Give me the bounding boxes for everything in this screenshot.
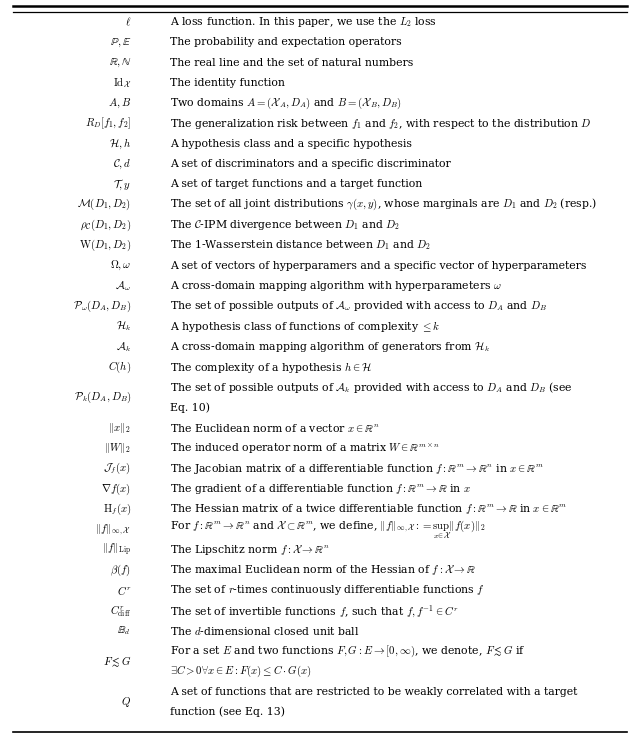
Text: $\|f\|_{\infty, \mathcal{X}}$: $\|f\|_{\infty, \mathcal{X}}$ [95, 523, 131, 537]
Text: $\mathrm{H}_f(x)$: $\mathrm{H}_f(x)$ [102, 502, 131, 517]
Text: $\|W\|_2$: $\|W\|_2$ [104, 441, 131, 455]
Text: A cross-domain mapping algorithm of generators from $\mathcal{H}_k$: A cross-domain mapping algorithm of gene… [170, 340, 490, 354]
Text: $\|f\|_{\mathrm{Lip}}$: $\|f\|_{\mathrm{Lip}}$ [102, 542, 131, 558]
Text: The identity function: The identity function [170, 78, 284, 88]
Text: The set of possible outputs of $\mathcal{A}_\omega$ provided with access to $D_A: The set of possible outputs of $\mathcal… [170, 300, 547, 313]
Text: A set of target functions and a target function: A set of target functions and a target f… [170, 179, 422, 190]
Text: $\mathcal{J}_f(x)$: $\mathcal{J}_f(x)$ [104, 461, 131, 476]
Text: function (see Eq. 13): function (see Eq. 13) [170, 707, 285, 717]
Text: $\mathbb{B}_d$: $\mathbb{B}_d$ [117, 624, 131, 638]
Text: The gradient of a differentiable function $f : \mathbb{R}^m \to \mathbb{R}$ in $: The gradient of a differentiable functio… [170, 482, 470, 496]
Text: The maximal Euclidean norm of the Hessian of $f : \mathcal{X} \to \mathbb{R}$: The maximal Euclidean norm of the Hessia… [170, 563, 476, 577]
Text: The $\mathcal{C}$-IPM divergence between $D_1$ and $D_2$: The $\mathcal{C}$-IPM divergence between… [170, 218, 399, 232]
Text: The complexity of a hypothesis $h \in \mathcal{H}$: The complexity of a hypothesis $h \in \m… [170, 359, 372, 375]
Text: $\mathbb{R}, \mathbb{N}$: $\mathbb{R}, \mathbb{N}$ [109, 57, 131, 69]
Text: The real line and the set of natural numbers: The real line and the set of natural num… [170, 58, 413, 68]
Text: For $f : \mathbb{R}^m \to \mathbb{R}^n$ and $\mathcal{X} \subset \mathbb{R}^m$, : For $f : \mathbb{R}^m \to \mathbb{R}^n$ … [170, 518, 485, 541]
Text: $\mathcal{P}_k(D_A, D_B)$: $\mathcal{P}_k(D_A, D_B)$ [74, 390, 131, 405]
Text: $\mathcal{H}, h$: $\mathcal{H}, h$ [109, 137, 131, 151]
Text: Two domains $A = (\mathcal{X}_A, D_A)$ and $B = (\mathcal{X}_B, D_B)$: Two domains $A = (\mathcal{X}_A, D_A)$ a… [170, 96, 401, 111]
Text: A set of vectors of hyperparamers and a specific vector of hyperparameters: A set of vectors of hyperparamers and a … [170, 261, 586, 271]
Text: For a set $E$ and two functions $F, G : E \to [0, \infty)$, we denote, $F \lesss: For a set $E$ and two functions $F, G : … [170, 644, 525, 659]
Text: $\mathcal{M}(D_1, D_2)$: $\mathcal{M}(D_1, D_2)$ [77, 197, 131, 213]
Text: The Lipschitz norm $f : \mathcal{X} \to \mathbb{R}^n$: The Lipschitz norm $f : \mathcal{X} \to … [170, 543, 329, 556]
Text: A hypothesis class of functions of complexity $\leq k$: A hypothesis class of functions of compl… [170, 319, 440, 334]
Text: The Euclidean norm of a vector $x \in \mathbb{R}^n$: The Euclidean norm of a vector $x \in \m… [170, 422, 379, 434]
Text: $\mathrm{Id}_{\mathcal{X}}$: $\mathrm{Id}_{\mathcal{X}}$ [113, 75, 131, 91]
Text: A loss function. In this paper, we use the $L_2$ loss: A loss function. In this paper, we use t… [170, 15, 436, 29]
Text: $\beta(f)$: $\beta(f)$ [111, 562, 131, 578]
Text: $\mathcal{H}_k$: $\mathcal{H}_k$ [116, 320, 131, 334]
Text: $\mathcal{T}, y$: $\mathcal{T}, y$ [113, 177, 131, 192]
Text: The Jacobian matrix of a differentiable function $f : \mathbb{R}^m \to \mathbb{R: The Jacobian matrix of a differentiable … [170, 462, 543, 475]
Text: $A, B$: $A, B$ [108, 97, 131, 110]
Text: $\exists C > 0 \forall x \in E : F(x) \leq C \cdot G(x)$: $\exists C > 0 \forall x \in E : F(x) \l… [170, 664, 311, 679]
Text: The Hessian matrix of a twice differentiable function $f : \mathbb{R}^m \to \mat: The Hessian matrix of a twice differenti… [170, 503, 567, 516]
Text: $C^r_{\mathrm{diff}}$: $C^r_{\mathrm{diff}}$ [110, 603, 131, 618]
Text: $\mathcal{C}, d$: $\mathcal{C}, d$ [113, 157, 131, 171]
Text: $R_D[f_1, f_2]$: $R_D[f_1, f_2]$ [85, 116, 131, 131]
Text: Eq. 10): Eq. 10) [170, 402, 210, 413]
Text: $\ell$: $\ell$ [125, 16, 131, 28]
Text: The induced operator norm of a matrix $W \in \mathbb{R}^{m \times n}$: The induced operator norm of a matrix $W… [170, 441, 440, 455]
Text: $\nabla f(x)$: $\nabla f(x)$ [101, 481, 131, 497]
Text: $C(h)$: $C(h)$ [108, 359, 131, 375]
Text: $\|x\|_2$: $\|x\|_2$ [108, 421, 131, 435]
Text: A set of discriminators and a specific discriminator: A set of discriminators and a specific d… [170, 159, 451, 169]
Text: A cross-domain mapping algorithm with hyperparameters $\omega$: A cross-domain mapping algorithm with hy… [170, 279, 502, 293]
Text: The $d$-dimensional closed unit ball: The $d$-dimensional closed unit ball [170, 625, 359, 637]
Text: The set of all joint distributions $\gamma(x, y)$, whose marginals are $D_1$ and: The set of all joint distributions $\gam… [170, 197, 597, 213]
Text: The 1-Wasserstein distance between $D_1$ and $D_2$: The 1-Wasserstein distance between $D_1$… [170, 238, 431, 252]
Text: The set of invertible functions $f$, such that $f, f^{-1} \in C^r$: The set of invertible functions $f$, suc… [170, 603, 458, 618]
Text: A hypothesis class and a specific hypothesis: A hypothesis class and a specific hypoth… [170, 139, 412, 149]
Text: $C^r$: $C^r$ [116, 584, 131, 597]
Text: $\mathbb{P}, \mathbb{E}$: $\mathbb{P}, \mathbb{E}$ [109, 36, 131, 49]
Text: $\mathcal{A}_\omega$: $\mathcal{A}_\omega$ [115, 279, 131, 293]
Text: $\Omega, \omega$: $\Omega, \omega$ [110, 259, 131, 272]
Text: A set of functions that are restricted to be weakly correlated with a target: A set of functions that are restricted t… [170, 687, 577, 697]
Text: The generalization risk between $f_1$ and $f_2$, with respect to the distributio: The generalization risk between $f_1$ an… [170, 117, 591, 131]
Text: The probability and expectation operators: The probability and expectation operator… [170, 38, 401, 47]
Text: $\rho_{\mathcal{C}}(D_1, D_2)$: $\rho_{\mathcal{C}}(D_1, D_2)$ [80, 218, 131, 232]
Text: $F \lesssim G$: $F \lesssim G$ [103, 654, 131, 669]
Text: $\mathcal{P}_\omega(D_A, D_B)$: $\mathcal{P}_\omega(D_A, D_B)$ [73, 299, 131, 314]
Text: $\mathcal{A}_k$: $\mathcal{A}_k$ [116, 340, 131, 354]
Text: The set of $r$-times continuously differentiable functions $f$: The set of $r$-times continuously differ… [170, 584, 484, 597]
Text: The set of possible outputs of $\mathcal{A}_k$ provided with access to $D_A$ and: The set of possible outputs of $\mathcal… [170, 380, 572, 395]
Text: $Q$: $Q$ [121, 695, 131, 709]
Text: $\mathrm{W}(D_1, D_2)$: $\mathrm{W}(D_1, D_2)$ [79, 238, 131, 253]
